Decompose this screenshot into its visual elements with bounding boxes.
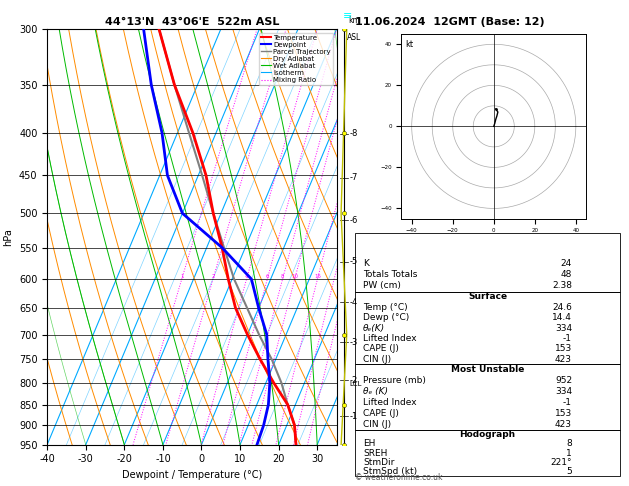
Y-axis label: hPa: hPa [3, 228, 13, 246]
Text: Hodograph: Hodograph [459, 430, 516, 439]
X-axis label: Dewpoint / Temperature (°C): Dewpoint / Temperature (°C) [122, 470, 262, 480]
Text: PW (cm): PW (cm) [364, 281, 401, 291]
Text: -6: -6 [350, 216, 358, 225]
Text: ASL: ASL [347, 34, 361, 42]
Text: 6: 6 [265, 274, 269, 279]
Text: Dewp (°C): Dewp (°C) [364, 313, 409, 322]
Text: -3: -3 [350, 338, 358, 347]
Text: 24.6: 24.6 [552, 303, 572, 312]
Text: 2: 2 [211, 274, 214, 279]
Text: -1: -1 [563, 398, 572, 407]
Text: LCL: LCL [350, 381, 362, 387]
Text: 5: 5 [566, 467, 572, 476]
Text: CAPE (J): CAPE (J) [364, 345, 399, 353]
Text: Pressure (mb): Pressure (mb) [364, 376, 426, 385]
Text: SREH: SREH [364, 449, 387, 458]
Text: K: K [364, 259, 369, 268]
Legend: Temperature, Dewpoint, Parcel Trajectory, Dry Adiabat, Wet Adiabat, Isotherm, Mi: Temperature, Dewpoint, Parcel Trajectory… [259, 33, 333, 85]
Text: kt: kt [405, 39, 413, 49]
Text: Temp (°C): Temp (°C) [364, 303, 408, 312]
Text: CAPE (J): CAPE (J) [364, 409, 399, 418]
Text: -1: -1 [350, 412, 358, 421]
Text: ≡: ≡ [342, 11, 352, 21]
Text: StmSpd (kt): StmSpd (kt) [364, 467, 418, 476]
Text: 8: 8 [566, 439, 572, 449]
Text: Lifted Index: Lifted Index [364, 334, 417, 343]
Text: -1: -1 [563, 334, 572, 343]
Text: θₑ(K): θₑ(K) [364, 324, 386, 332]
Title: 44°13'N  43°06'E  522m ASL: 44°13'N 43°06'E 522m ASL [104, 17, 279, 27]
Text: 334: 334 [555, 387, 572, 397]
Text: 11.06.2024  12GMT (Base: 12): 11.06.2024 12GMT (Base: 12) [355, 17, 545, 27]
Text: 153: 153 [555, 345, 572, 353]
Text: -5: -5 [350, 257, 358, 266]
Text: 952: 952 [555, 376, 572, 385]
Text: 8: 8 [281, 274, 284, 279]
Text: 423: 423 [555, 355, 572, 364]
Text: 48: 48 [560, 270, 572, 279]
Text: © weatheronline.co.uk: © weatheronline.co.uk [355, 473, 443, 482]
Text: 2.38: 2.38 [552, 281, 572, 291]
Text: CIN (J): CIN (J) [364, 420, 391, 429]
Text: 334: 334 [555, 324, 572, 332]
Text: θₑ (K): θₑ (K) [364, 387, 388, 397]
Text: 1: 1 [566, 449, 572, 458]
Text: -2: -2 [350, 376, 358, 385]
Text: Surface: Surface [468, 292, 507, 301]
Text: 24: 24 [561, 259, 572, 268]
Text: 10: 10 [291, 274, 298, 279]
Text: -4: -4 [350, 298, 358, 307]
Text: 1: 1 [180, 274, 184, 279]
Text: -7: -7 [350, 173, 358, 182]
Text: km: km [348, 16, 360, 25]
Text: 221°: 221° [550, 458, 572, 467]
Text: Totals Totals: Totals Totals [364, 270, 418, 279]
Text: 423: 423 [555, 420, 572, 429]
Text: CIN (J): CIN (J) [364, 355, 391, 364]
Text: 15: 15 [314, 274, 321, 279]
Text: EH: EH [364, 439, 376, 449]
Text: 153: 153 [555, 409, 572, 418]
Text: 4: 4 [245, 274, 248, 279]
Text: -8: -8 [350, 129, 358, 138]
Text: 14.4: 14.4 [552, 313, 572, 322]
Text: StmDir: StmDir [364, 458, 394, 467]
Text: Lifted Index: Lifted Index [364, 398, 417, 407]
Text: Most Unstable: Most Unstable [451, 365, 524, 375]
